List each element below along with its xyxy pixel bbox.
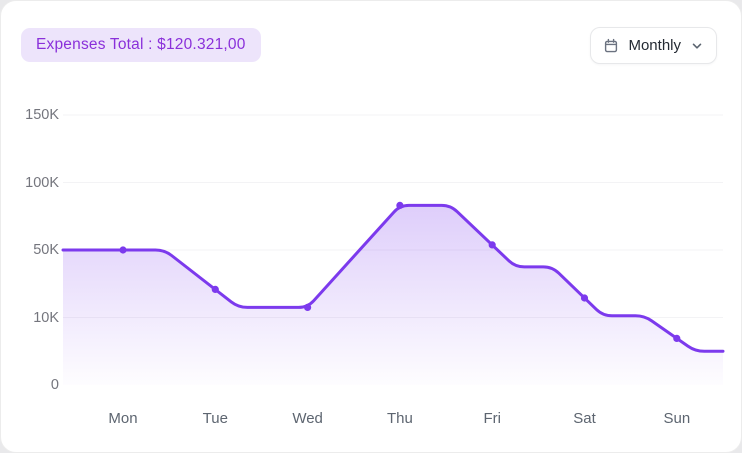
y-tick-0: 0 — [50, 377, 59, 393]
x-tick-sun: Sun — [663, 410, 691, 427]
y-tick-10K: 10K — [33, 309, 59, 326]
x-tick-wed: Wed — [292, 410, 323, 427]
calendar-icon — [603, 38, 619, 54]
expense-line — [61, 203, 725, 353]
area-fill — [63, 205, 723, 385]
x-tick-fri: Fri — [483, 410, 501, 427]
data-point-tue[interactable] — [211, 285, 219, 293]
x-tick-tue: Tue — [202, 410, 228, 427]
data-point-fri[interactable] — [488, 241, 496, 249]
data-point-mon[interactable] — [119, 246, 127, 254]
x-tick-sat: Sat — [573, 410, 596, 427]
x-tick-mon: Mon — [108, 410, 138, 427]
y-tick-100K: 100K — [25, 174, 59, 191]
period-dropdown-value: Monthly — [628, 37, 681, 54]
period-dropdown[interactable]: Monthly — [590, 27, 717, 64]
y-tick-150K: 150K — [25, 107, 59, 123]
x-tick-thu: Thu — [386, 410, 413, 427]
data-point-sat[interactable] — [580, 294, 589, 302]
expenses-total-badge: Expenses Total : $120.321,00 — [21, 28, 261, 62]
data-point-wed[interactable] — [304, 303, 312, 311]
chevron-down-icon — [690, 39, 704, 53]
y-tick-50K: 50K — [33, 242, 59, 258]
data-point-sun[interactable] — [673, 334, 681, 342]
data-point-thu[interactable] — [396, 201, 404, 209]
